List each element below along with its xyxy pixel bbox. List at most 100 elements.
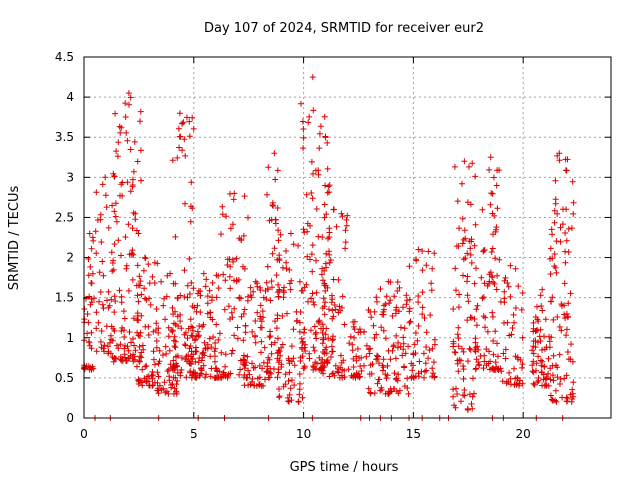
data-point — [339, 293, 346, 300]
data-point — [261, 344, 268, 351]
data-point — [170, 311, 177, 318]
data-point — [321, 350, 328, 357]
data-point — [245, 367, 252, 374]
data-point — [125, 221, 132, 228]
data-point — [487, 269, 494, 276]
data-point — [343, 216, 350, 223]
data-point — [454, 391, 461, 397]
data-point — [326, 373, 333, 380]
data-point — [323, 325, 330, 332]
data-point — [136, 333, 143, 340]
data-point — [207, 373, 214, 380]
data-point — [549, 294, 556, 301]
data-point — [263, 369, 270, 376]
data-point — [416, 358, 423, 365]
data-point — [537, 326, 544, 333]
data-point — [318, 325, 324, 332]
data-point — [546, 338, 553, 345]
data-point — [166, 347, 173, 354]
data-point — [143, 362, 150, 369]
data-point — [187, 203, 194, 210]
data-point — [300, 145, 307, 152]
data-point — [266, 334, 273, 341]
data-point — [405, 390, 412, 397]
data-point — [321, 113, 328, 120]
data-point — [218, 231, 224, 238]
data-point — [329, 337, 336, 344]
data-point — [104, 343, 111, 350]
data-point — [421, 315, 428, 321]
data-point — [551, 207, 558, 214]
data-point — [189, 355, 196, 362]
data-point — [319, 365, 326, 372]
data-point — [491, 212, 498, 219]
data-point — [172, 280, 179, 287]
data-point — [250, 288, 257, 295]
data-point — [363, 353, 370, 360]
data-point — [338, 210, 345, 217]
data-point — [313, 206, 320, 212]
data-point — [493, 224, 500, 231]
data-point — [380, 356, 387, 363]
data-point — [549, 255, 556, 262]
data-point — [321, 214, 328, 221]
data-point — [363, 342, 370, 349]
data-point — [406, 296, 413, 303]
data-point — [350, 364, 357, 370]
data-point — [87, 301, 94, 308]
data-point — [423, 329, 430, 336]
data-point — [150, 372, 157, 378]
data-point — [370, 322, 377, 329]
data-point — [274, 205, 281, 211]
data-point — [570, 393, 577, 400]
data-point — [455, 324, 462, 331]
data-point — [504, 280, 511, 286]
data-point — [116, 123, 123, 130]
data-point — [312, 365, 319, 372]
data-point — [307, 256, 313, 263]
data-point — [406, 319, 413, 326]
data-point — [231, 190, 238, 197]
data-point — [356, 326, 363, 333]
data-point — [451, 349, 458, 355]
data-point — [469, 160, 476, 167]
data-point — [186, 291, 193, 297]
data-point — [511, 319, 517, 326]
data-point — [201, 339, 208, 346]
data-point — [258, 318, 265, 325]
data-point — [252, 339, 259, 346]
data-point — [93, 189, 100, 196]
data-point — [153, 338, 160, 344]
data-point — [257, 284, 264, 291]
data-point — [465, 358, 471, 365]
data-point — [563, 372, 570, 379]
data-point — [375, 360, 382, 367]
data-point — [212, 345, 219, 352]
data-point — [288, 277, 295, 284]
data-point — [179, 147, 186, 154]
data-point — [97, 289, 104, 295]
data-point — [350, 355, 357, 362]
x-tick-label: 20 — [516, 427, 531, 441]
data-point — [123, 265, 130, 272]
data-point — [511, 381, 518, 388]
data-point — [419, 248, 426, 254]
data-point — [268, 350, 275, 357]
data-point — [379, 311, 386, 318]
data-point — [365, 385, 372, 392]
data-point — [288, 343, 295, 350]
data-point — [209, 279, 216, 286]
data-point — [286, 369, 293, 376]
data-point — [553, 362, 559, 369]
data-point — [505, 283, 512, 290]
data-point — [316, 130, 323, 137]
data-point — [207, 309, 214, 316]
data-point — [490, 351, 497, 358]
data-point — [471, 316, 478, 322]
data-point — [419, 311, 426, 318]
data-point — [237, 366, 244, 373]
data-point — [277, 231, 284, 238]
data-point — [129, 276, 136, 283]
data-point — [382, 335, 389, 342]
data-point — [309, 290, 316, 297]
